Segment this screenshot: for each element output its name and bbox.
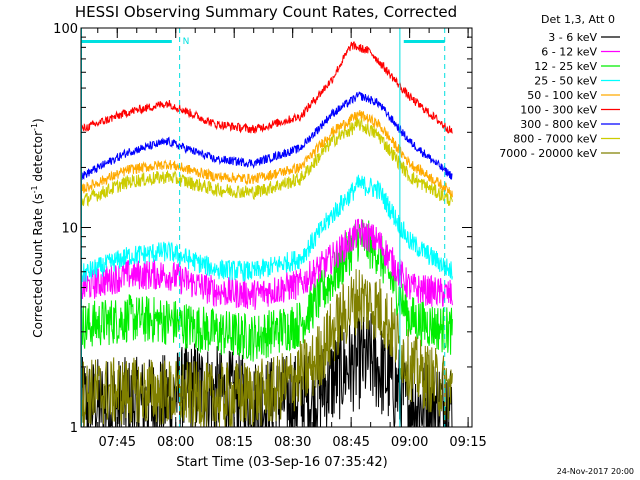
- legend-label: 800 - 7000 keV: [513, 133, 597, 146]
- date-stamp: 24-Nov-2017 20:00: [557, 467, 634, 476]
- ylabel-part-2: detector: [31, 131, 45, 186]
- x-tick-label: 08:45: [332, 435, 369, 450]
- y-axis-label: Corrected Count Rate (s-1 detector-1): [30, 118, 45, 337]
- x-tick-label: 08:00: [157, 435, 194, 450]
- y-tick-label: 100: [53, 22, 78, 37]
- ylabel-sup-2: -1: [30, 123, 39, 131]
- x-tick-label: 07:45: [99, 435, 136, 450]
- x-tick-label: 08:15: [215, 435, 252, 450]
- series-line: [81, 117, 453, 207]
- series-line: [81, 219, 453, 362]
- legend-label: 25 - 50 keV: [534, 75, 597, 88]
- legend-label: 100 - 300 keV: [520, 104, 597, 117]
- x-ticks: 07:45 08:00 08:15 08:30 08:45 09:00 09:15: [97, 28, 487, 450]
- series-line: [81, 174, 453, 282]
- series-line: [81, 109, 453, 198]
- chart-title: HESSI Observing Summary Count Rates, Cor…: [75, 3, 457, 21]
- x-tick-label: 08:30: [274, 435, 311, 450]
- legend-label: 300 - 800 keV: [520, 118, 597, 131]
- cyan-bar: [403, 40, 445, 43]
- ylabel-sup-1: -1: [30, 185, 39, 193]
- x-tick-label: 09:15: [449, 435, 486, 450]
- legend-label: 12 - 25 keV: [534, 60, 597, 73]
- svg-text:Corrected Count Rate (s-1 dete: Corrected Count Rate (s-1 detector-1): [30, 118, 45, 337]
- legend-title: Det 1,3, Att 0: [541, 13, 615, 26]
- series-line: [81, 41, 453, 134]
- series-line: [81, 91, 453, 181]
- series-layer: [81, 41, 453, 427]
- y-ticks: 1 10 100: [53, 22, 472, 436]
- y-tick-label: 10: [61, 222, 78, 237]
- legend-label: 6 - 12 keV: [541, 46, 597, 59]
- bar-label: N: [183, 37, 190, 47]
- legend-label: 7000 - 20000 keV: [499, 147, 597, 160]
- ylabel-part-3: ): [31, 118, 45, 123]
- cyan-bar: [81, 40, 172, 43]
- ylabel-part-1: Corrected Count Rate (s: [31, 193, 45, 337]
- series-line: [81, 218, 453, 311]
- x-axis-label: Start Time (03-Sep-16 07:35:42): [176, 455, 387, 470]
- y-tick-label: 1: [70, 421, 78, 436]
- legend-label: 3 - 6 keV: [548, 31, 597, 44]
- legend-label: 50 - 100 keV: [527, 89, 597, 102]
- x-tick-label: 09:00: [391, 435, 428, 450]
- series-line: [81, 269, 453, 427]
